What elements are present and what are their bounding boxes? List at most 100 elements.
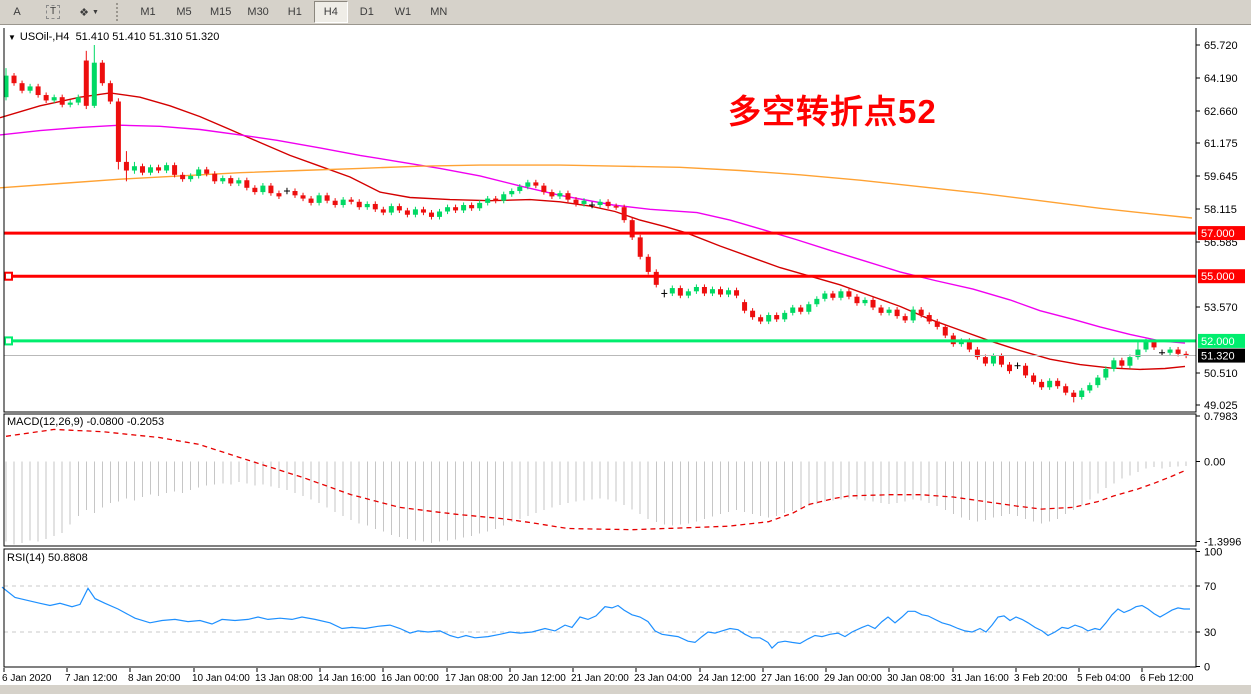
annotation-text-tool-button[interactable]: A xyxy=(13,6,21,18)
candle-body xyxy=(1103,368,1109,378)
time-tick-label: 17 Jan 08:00 xyxy=(445,673,503,684)
candle-body xyxy=(758,317,764,322)
price-tick-label: 49.025 xyxy=(1204,400,1238,412)
candle-body xyxy=(1023,365,1029,376)
candle-body xyxy=(677,288,683,296)
candle-body xyxy=(717,289,723,295)
candle-body xyxy=(1167,349,1173,353)
candle-body xyxy=(709,289,715,294)
candle-body xyxy=(629,220,635,238)
candle-body xyxy=(597,201,603,206)
candle-body xyxy=(1031,375,1037,382)
candle-body xyxy=(726,290,732,295)
time-tick-label: 6 Jan 2020 xyxy=(2,673,52,684)
candle-body xyxy=(180,174,186,180)
candle-body xyxy=(276,193,282,197)
price-tick-label: 53.570 xyxy=(1204,302,1238,314)
ohlc-values: 51.410 51.410 51.310 51.320 xyxy=(75,31,220,43)
candle-body xyxy=(1007,364,1012,372)
candle-body xyxy=(188,175,194,180)
text-label-tool-button[interactable]: T xyxy=(36,1,70,23)
candle-body xyxy=(1055,380,1061,387)
candle-body xyxy=(372,203,378,210)
timeframe-button-m5[interactable]: M5 xyxy=(176,6,192,18)
chart-toolbar: A T ❖ ▼ M1 M5 M15 M30 H1 H4 D1 W1 MN xyxy=(0,0,1251,25)
timeframe-button-m1[interactable]: M1 xyxy=(140,6,156,18)
ma-mid-magenta-line xyxy=(0,124,1186,344)
ma-fast-red-line xyxy=(0,92,1186,371)
candle-body xyxy=(1047,380,1053,388)
candle-body xyxy=(340,199,346,206)
timeframe-button-w1[interactable]: W1 xyxy=(394,6,412,18)
macd-panel-border xyxy=(3,413,1197,547)
candle-body xyxy=(445,207,451,212)
timeframe-button-mn[interactable]: MN xyxy=(430,6,448,18)
hline-52.000-badge xyxy=(1198,333,1245,348)
candle-body xyxy=(380,209,386,213)
hline-52.000-badge-label: 52.000 xyxy=(1201,336,1235,348)
time-tick-label: 7 Jan 12:00 xyxy=(65,673,118,684)
hline-55.000-badge xyxy=(1198,269,1245,284)
candle-body xyxy=(581,200,587,204)
candle-body xyxy=(388,206,394,213)
price-tick-label: 65.720 xyxy=(1204,40,1238,52)
candle-body xyxy=(942,326,948,336)
price-tick-label: 59.645 xyxy=(1204,171,1238,183)
candle-body xyxy=(693,286,699,292)
timeframe-button-m30[interactable]: M30 xyxy=(247,6,269,18)
candle-body xyxy=(220,178,226,182)
candle-body xyxy=(493,198,499,201)
shapes-tool-button[interactable]: ❖ ▼ xyxy=(79,6,99,19)
candle-body xyxy=(1063,386,1069,393)
candle-body xyxy=(11,75,17,84)
timeframe-button-d1[interactable]: D1 xyxy=(359,6,374,18)
candle-body xyxy=(228,178,234,184)
macd-tick-label: 0.7983 xyxy=(1204,411,1238,423)
symbol-ohlc-label[interactable]: ▼ USOil-,H4 51.410 51.410 51.310 51.320 xyxy=(8,31,219,43)
text-label-icon: T xyxy=(45,5,61,19)
candle-body xyxy=(428,212,434,217)
timeframe-button-h4[interactable]: H4 xyxy=(313,1,348,23)
rsi-tick-label: 100 xyxy=(1204,547,1222,559)
candle-body xyxy=(91,62,97,106)
candle-body xyxy=(332,200,338,206)
time-tick-label: 16 Jan 00:00 xyxy=(381,673,439,684)
candle-body xyxy=(894,309,900,317)
rsi-tick-label: 30 xyxy=(1204,627,1216,639)
candle-body xyxy=(324,195,330,201)
candle-body xyxy=(404,210,410,215)
candle-body xyxy=(461,205,467,211)
time-tick-label: 31 Jan 16:00 xyxy=(951,673,1009,684)
candle-body xyxy=(115,101,121,162)
candle-body xyxy=(966,340,972,350)
candle-body xyxy=(750,310,756,318)
price-tick-label: 62.660 xyxy=(1204,106,1238,118)
chevron-down-icon: ▼ xyxy=(91,8,99,16)
candle-body xyxy=(3,75,9,98)
candle-body xyxy=(926,315,932,322)
time-tick-label: 3 Feb 20:00 xyxy=(1014,673,1068,684)
candle-body xyxy=(774,315,780,320)
collapse-triangle-icon[interactable]: ▼ xyxy=(8,33,16,42)
timeframe-button-h1[interactable]: H1 xyxy=(287,6,302,18)
candle-body xyxy=(886,309,892,313)
time-tick-label: 14 Jan 16:00 xyxy=(318,673,376,684)
candle-body xyxy=(164,165,170,171)
candle-body xyxy=(268,185,274,194)
candle-body xyxy=(557,193,563,197)
timeframe-button-m15[interactable]: M15 xyxy=(210,6,232,18)
candle-body xyxy=(356,201,362,208)
candle-body xyxy=(156,167,162,171)
candle-body xyxy=(59,97,65,105)
current-price-badge-label: 51.320 xyxy=(1201,351,1235,363)
candle-body xyxy=(862,299,868,304)
candle-body xyxy=(437,211,443,217)
time-tick-label: 30 Jan 08:00 xyxy=(887,673,945,684)
hline-handle-left[interactable] xyxy=(4,336,13,346)
rsi-tick-label: 70 xyxy=(1204,581,1216,593)
chart-text-annotation[interactable]: 多空转折点52 xyxy=(728,93,937,130)
hline-55.000-badge-label: 55.000 xyxy=(1201,271,1235,283)
candle-body xyxy=(974,349,980,358)
hline-handle-left[interactable] xyxy=(4,271,13,281)
